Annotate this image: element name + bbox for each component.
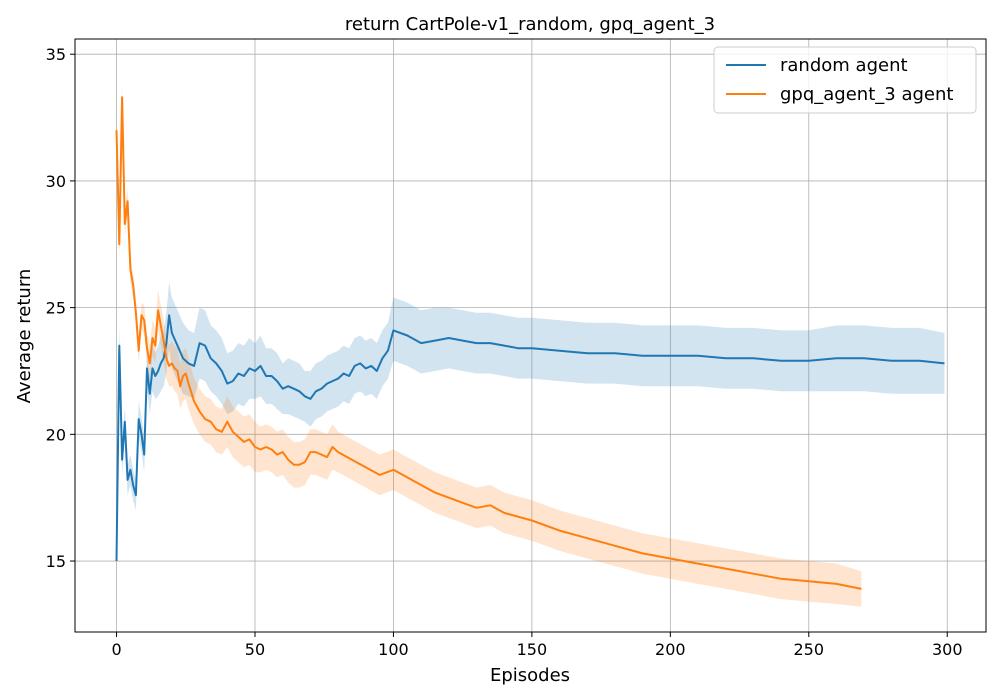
x-axis-ticks: 0 50 100 150 200 250 300 xyxy=(111,632,963,659)
y-tick-label: 35 xyxy=(46,45,66,64)
y-tick-label: 30 xyxy=(46,172,66,191)
plot-frame xyxy=(74,38,987,633)
confidence-bands xyxy=(116,84,945,607)
y-tick-label: 25 xyxy=(46,299,66,318)
x-tick-label: 0 xyxy=(111,640,121,659)
legend: random agent gpq_agent_3 agent xyxy=(713,46,977,114)
line-gpq-agent-3-agent xyxy=(115,96,862,590)
grid xyxy=(75,39,986,632)
x-tick-label: 100 xyxy=(378,640,409,659)
legend-box xyxy=(713,46,977,114)
series-lines xyxy=(115,96,945,590)
legend-label-gpq-agent: gpq_agent_3 agent xyxy=(780,84,953,105)
chart-title: return CartPole-v1_random, gpq_agent_3 xyxy=(345,14,715,35)
legend-label-random-agent: random agent xyxy=(780,55,908,76)
x-tick-label: 150 xyxy=(517,640,548,659)
y-tick-label: 15 xyxy=(46,552,66,571)
x-tick-label: 250 xyxy=(794,640,825,659)
x-tick-label: 300 xyxy=(932,640,963,659)
band-gpq-agent-3-agent xyxy=(116,84,862,607)
x-axis-label: Episodes xyxy=(490,665,570,686)
y-axis-ticks: 15 20 25 30 35 xyxy=(46,45,75,571)
y-tick-label: 20 xyxy=(46,425,66,444)
line-random-agent xyxy=(115,314,945,562)
band-random-agent xyxy=(116,282,945,561)
x-tick-label: 200 xyxy=(655,640,686,659)
x-tick-label: 50 xyxy=(245,640,265,659)
y-axis-label: Average return xyxy=(14,269,35,404)
